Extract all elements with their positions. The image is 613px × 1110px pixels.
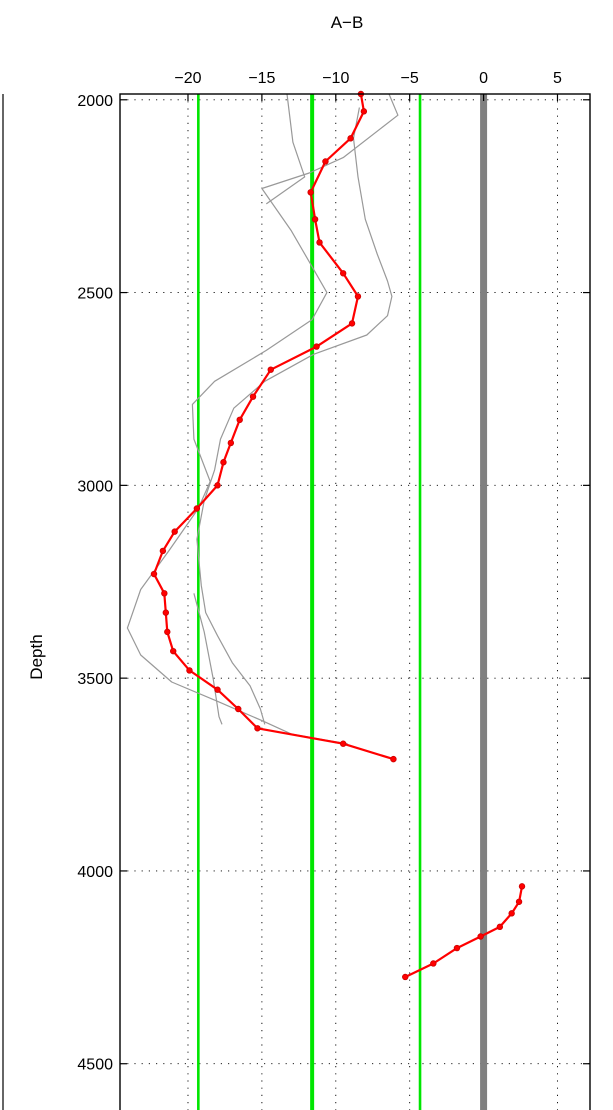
x-tick-label: 0 xyxy=(479,70,488,87)
data-point xyxy=(339,740,347,747)
y-tick-label: 3000 xyxy=(77,478,113,495)
data-point xyxy=(496,923,504,931)
data-point xyxy=(453,944,461,952)
data-point xyxy=(161,590,168,597)
data-point xyxy=(164,628,171,636)
data-point xyxy=(267,366,274,373)
data-point xyxy=(477,933,484,940)
data-point xyxy=(348,320,356,327)
data-point xyxy=(214,686,221,693)
x-tick-label: 5 xyxy=(553,70,562,87)
series-line-gray xyxy=(265,93,306,205)
chart-title: A−B xyxy=(331,13,364,32)
data-point xyxy=(354,293,362,300)
y-tick-label: 4500 xyxy=(77,1057,113,1074)
data-point xyxy=(508,910,515,917)
data-point xyxy=(307,189,314,196)
data-point xyxy=(249,393,257,400)
axis-ticks xyxy=(120,94,590,1065)
series-line-gray xyxy=(126,93,399,745)
data-point xyxy=(339,270,347,277)
reference-lines xyxy=(197,94,488,1110)
data-point xyxy=(220,459,227,466)
data-point xyxy=(430,960,437,967)
data-point xyxy=(227,439,235,447)
data-point xyxy=(235,705,242,713)
data-point xyxy=(518,883,526,890)
grid-lines xyxy=(120,94,590,1110)
y-tick-label: 4000 xyxy=(77,864,113,881)
x-tick-label: −15 xyxy=(248,70,275,87)
axes-frame xyxy=(119,93,591,1110)
data-point xyxy=(347,135,354,142)
data-point xyxy=(313,343,320,350)
x-tick-label: −10 xyxy=(322,70,349,87)
y-tick-label: 3500 xyxy=(77,671,113,688)
series-line-gray xyxy=(193,593,223,725)
data-point xyxy=(150,570,158,578)
data-point xyxy=(162,609,170,616)
data-point xyxy=(236,416,243,424)
data-point xyxy=(193,505,201,512)
series-layer xyxy=(126,90,526,981)
data-point xyxy=(254,725,261,732)
data-point xyxy=(402,973,409,981)
data-point xyxy=(390,755,397,763)
data-point xyxy=(360,108,368,115)
data-point xyxy=(515,898,523,905)
data-point xyxy=(170,647,177,655)
y-axis-label: Depth xyxy=(27,634,46,679)
data-point xyxy=(316,239,323,246)
series-line-red xyxy=(152,93,394,761)
y-tick-label: 2000 xyxy=(77,93,113,110)
x-tick-label: −5 xyxy=(401,70,419,87)
data-point xyxy=(311,216,319,223)
x-tick-label: −20 xyxy=(174,70,201,87)
series-line-gray xyxy=(196,107,393,725)
data-point xyxy=(171,528,178,535)
series-line-red xyxy=(404,886,524,978)
data-point xyxy=(322,158,329,165)
data-point xyxy=(214,482,221,489)
data-point xyxy=(186,667,193,674)
y-tick-label: 2500 xyxy=(77,286,113,303)
data-point xyxy=(159,547,167,555)
axis-tick-labels: −20 −15 −10 −5 0 5 2000 2500 3000 3500 4000 4500 xyxy=(77,70,562,1074)
